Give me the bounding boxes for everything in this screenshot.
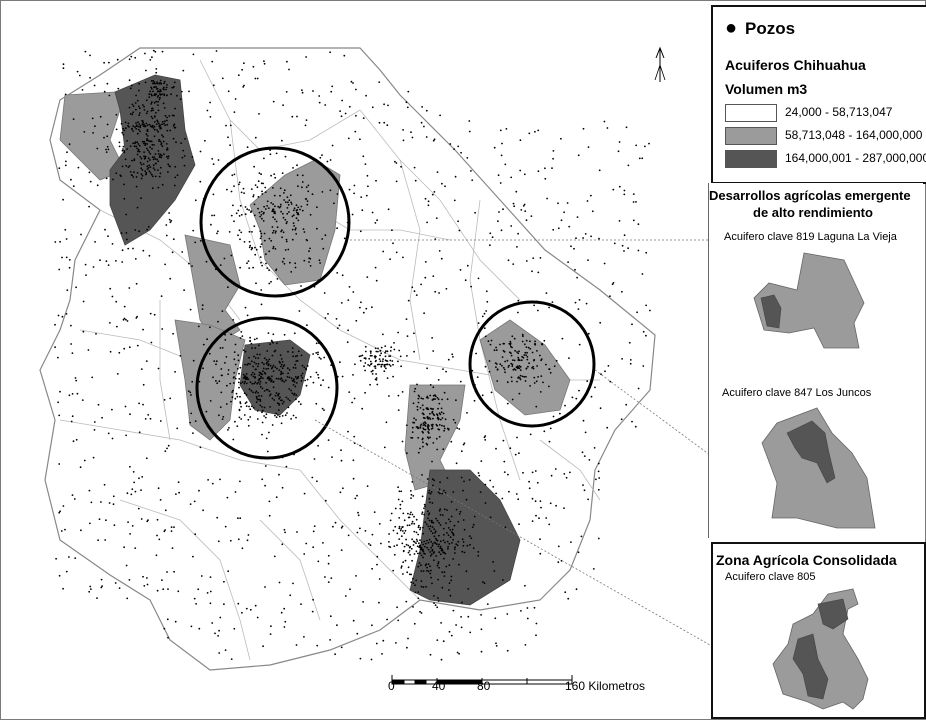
legend-swatch-low <box>725 104 777 122</box>
scale-label-80: 80 <box>477 679 491 693</box>
aquifer-847-label: Acuifero clave 847 Los Juncos <box>722 387 872 399</box>
circle-laguna-la-vieja <box>199 146 351 298</box>
aquifers-high <box>109 74 521 606</box>
legend-aquifers-title: Acuiferos Chihuahua <box>725 57 866 73</box>
emerging-panel: Desarrollos agrícolas emergente de alto … <box>708 183 923 538</box>
scale-label-0: 0 <box>388 679 395 693</box>
legend-class-high: 164,000,001 - 287,000,000 <box>785 151 926 165</box>
circle-central <box>195 316 339 460</box>
aquifer-819-inset <box>753 252 865 349</box>
wells-layer <box>54 49 651 661</box>
aquifer-819-label: Acuifero clave 819 Laguna La Vieja <box>724 231 897 243</box>
chihuahua-map <box>39 46 710 685</box>
scale-bar <box>391 675 573 685</box>
legend-panel: ● Pozos Acuiferos Chihuahua Volumen m3 2… <box>711 5 926 184</box>
legend-wells-label: Pozos <box>745 19 796 38</box>
well-dot-icon: ● <box>725 17 738 39</box>
consolidated-panel: Zona Agrícola Consolidada Acuifero clave… <box>711 542 926 719</box>
highlight-circles <box>195 146 596 460</box>
emerging-title-line2: de alto rendimiento <box>753 205 873 220</box>
leader-lines <box>314 239 710 646</box>
legend-swatch-high <box>725 150 777 168</box>
scale-label-40: 40 <box>432 679 446 693</box>
aquifer-805-label: Acuifero clave 805 <box>725 571 816 583</box>
circle-los-juncos <box>468 300 596 428</box>
legend-swatch-medium <box>725 127 777 145</box>
aquifer-847-inset <box>761 407 876 529</box>
consolidated-title: Zona Agrícola Consolidada <box>716 552 897 568</box>
legend-class-low: 24,000 - 58,713,047 <box>785 105 893 119</box>
north-arrow-icon <box>654 46 666 82</box>
legend-class-medium: 58,713,048 - 164,000,000 <box>785 128 923 142</box>
legend-volume-title: Volumen m3 <box>725 81 808 97</box>
emerging-title-line1: Desarrollos agrícolas emergente <box>709 188 911 203</box>
scale-label-160: 160 Kilometros <box>565 679 646 693</box>
aquifer-805-inset <box>772 588 869 710</box>
